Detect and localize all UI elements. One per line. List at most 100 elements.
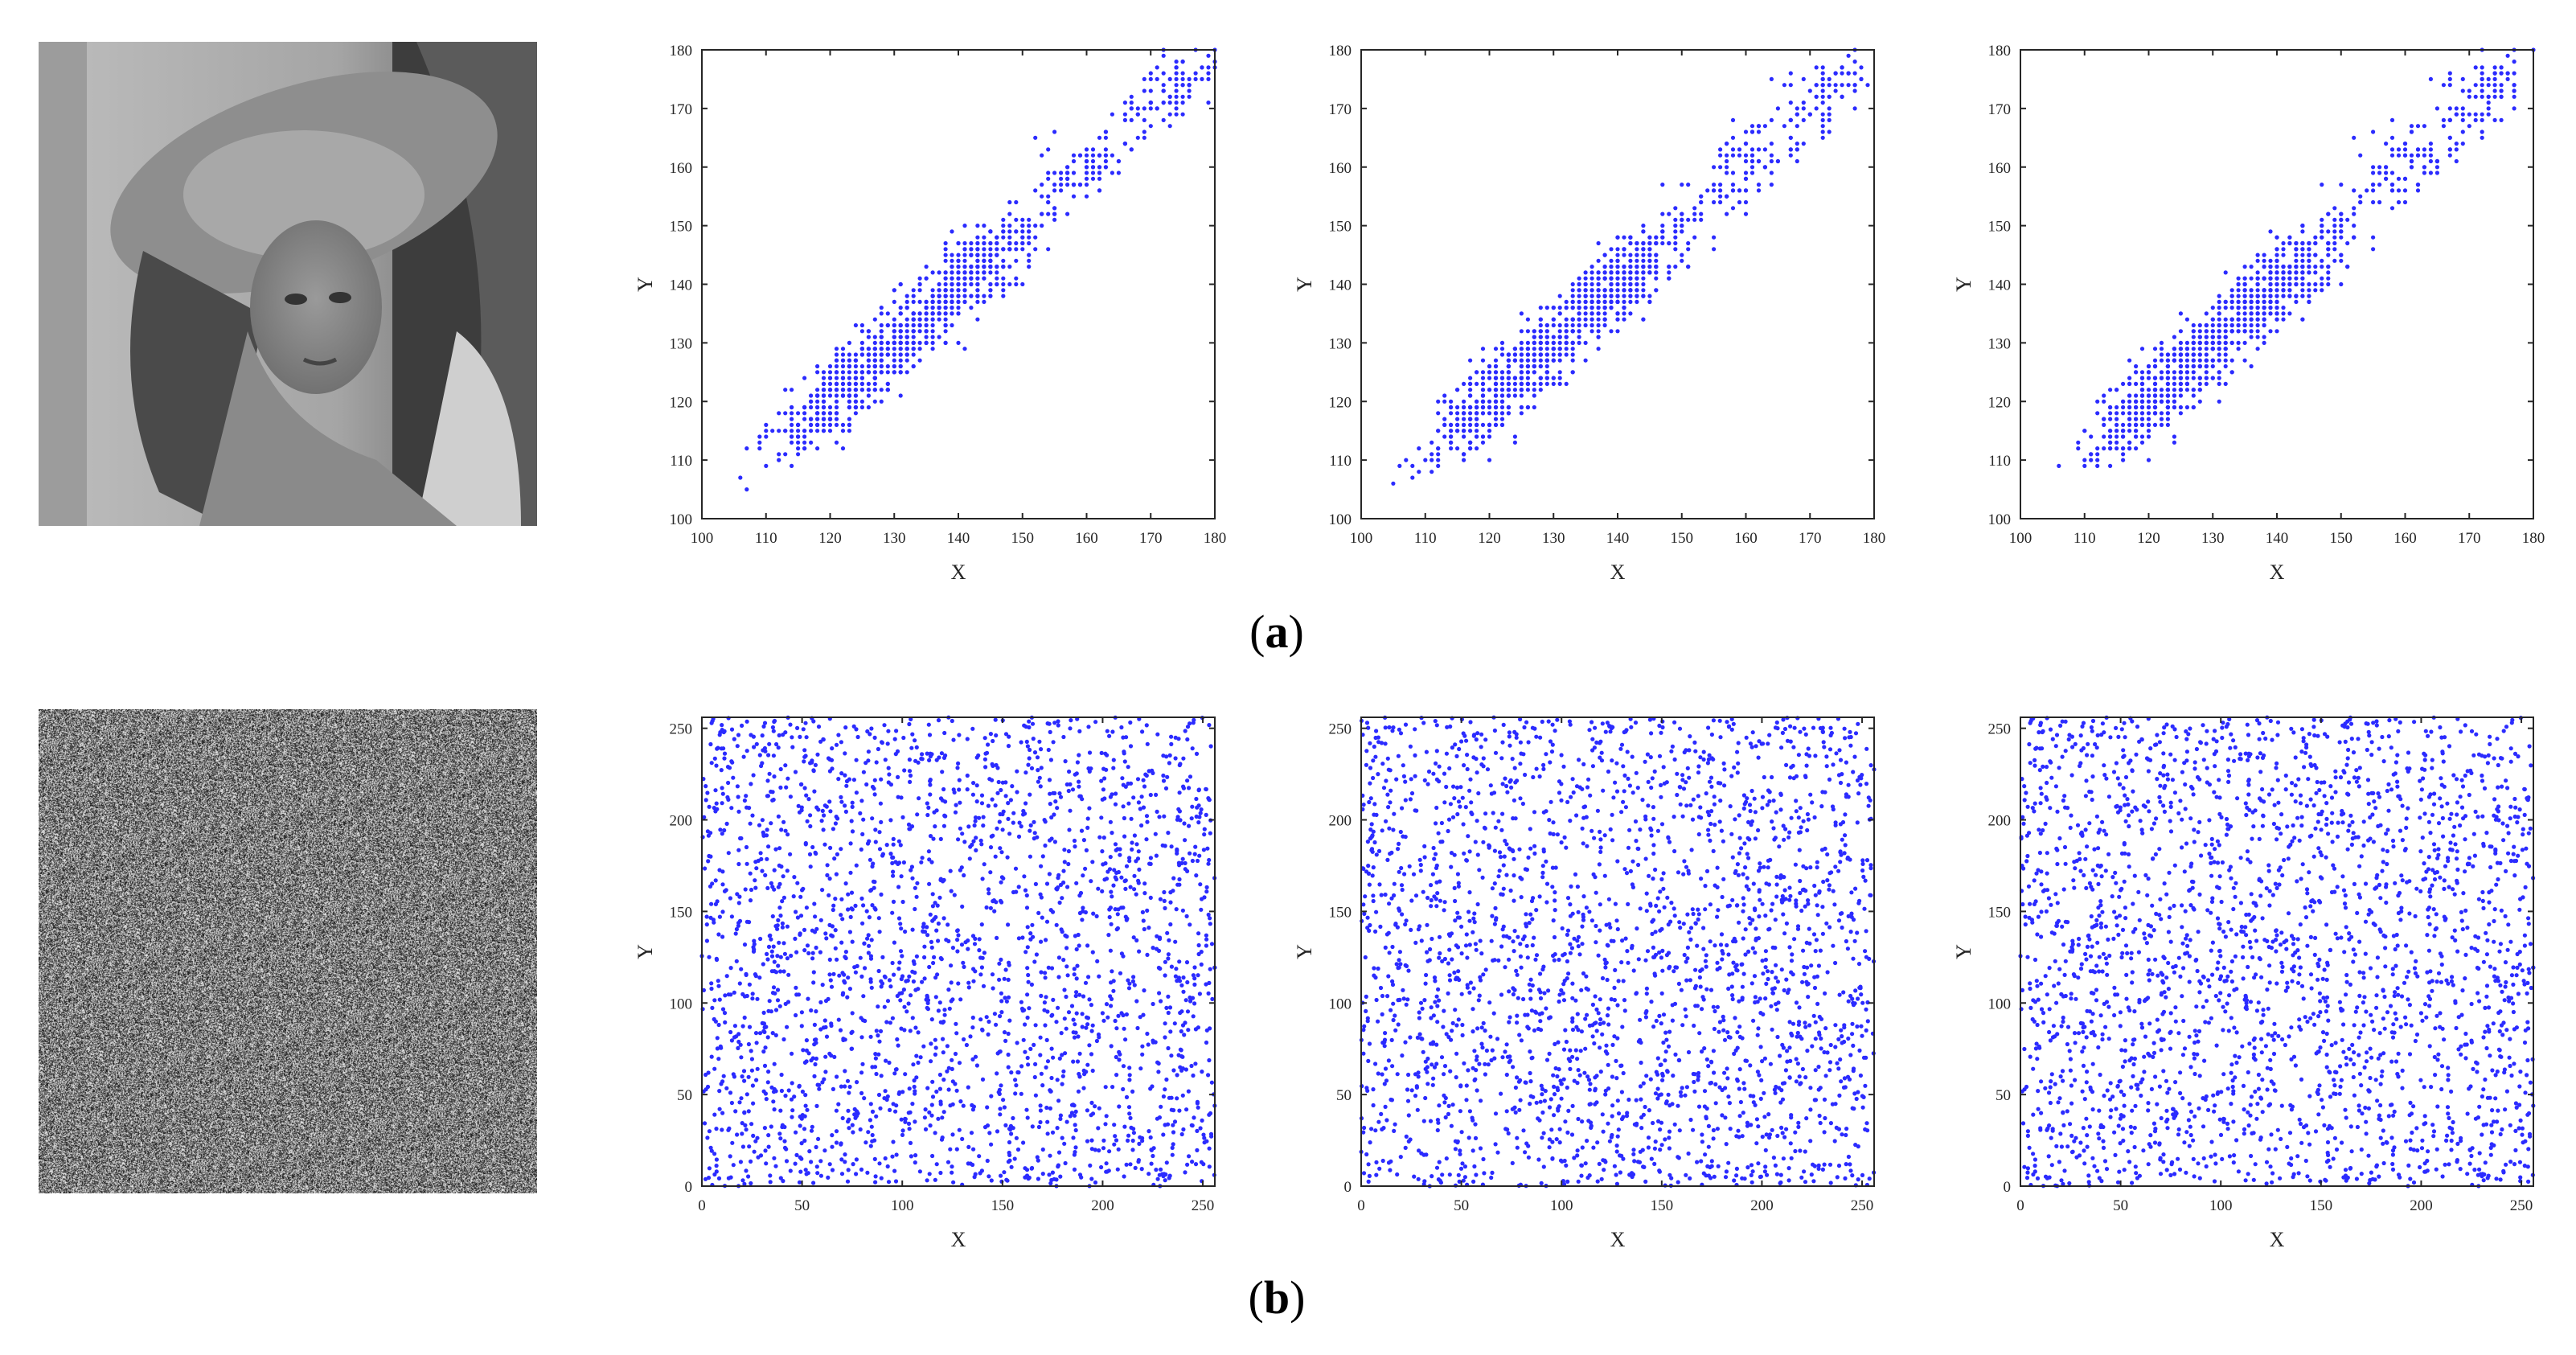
scatter-point	[744, 446, 749, 451]
scatter-point	[2165, 422, 2170, 427]
scatter-point	[1085, 1022, 1090, 1027]
scatter-point	[734, 959, 739, 963]
scatter-point	[790, 388, 794, 392]
scatter-point	[2371, 165, 2376, 170]
scatter-point	[2165, 404, 2170, 410]
scatter-point	[988, 240, 993, 246]
scatter-point	[2165, 393, 2170, 398]
scatter-point	[1827, 94, 1832, 99]
scatter-point	[1048, 1106, 1052, 1111]
scatter-point	[2268, 229, 2273, 234]
scatter-point	[1557, 370, 1562, 375]
scatter-point	[2178, 388, 2183, 392]
scatter-point	[2332, 206, 2337, 211]
scatter-point	[1198, 1126, 1203, 1131]
scatter-point	[1622, 247, 1626, 252]
scatter-point	[765, 1035, 770, 1040]
scatter-point	[1506, 411, 1511, 416]
scatter-point	[1193, 76, 1198, 81]
scatter-point	[1769, 117, 1774, 122]
scatter-point	[1081, 838, 1086, 843]
scatter-point	[850, 829, 855, 834]
scatter-point	[1121, 1086, 1126, 1092]
scatter-point	[2415, 183, 2421, 187]
scatter-point	[773, 970, 779, 975]
scatter-point	[2115, 417, 2119, 421]
scatter-point	[1430, 440, 1434, 445]
scatter-point	[833, 928, 838, 933]
scatter-point	[713, 901, 718, 906]
scatter-point	[2217, 358, 2221, 363]
y-tick-label: 160	[1988, 160, 2012, 177]
scatter-point	[754, 741, 759, 746]
scatter-point	[879, 819, 884, 824]
scatter-point	[2172, 399, 2176, 404]
scatter-point	[981, 823, 986, 828]
scatter-point	[1019, 1064, 1024, 1069]
scatter-point	[998, 846, 1003, 851]
scatter-point	[1027, 217, 1032, 222]
scatter-point	[1628, 265, 1633, 269]
scatter-point	[726, 780, 731, 786]
scatter-point	[1056, 1098, 1061, 1103]
scatter-point	[1519, 311, 1524, 316]
scatter-point	[907, 758, 912, 762]
scatter-point	[790, 735, 794, 740]
scatter-point	[885, 1164, 890, 1169]
scatter-point	[986, 742, 991, 747]
scatter-point	[1097, 1148, 1101, 1153]
scatter-point	[752, 745, 757, 749]
scatter-point	[762, 1126, 767, 1131]
scatter-point	[809, 417, 814, 421]
scatter-point	[781, 1037, 786, 1042]
scatter-point	[1004, 999, 1009, 1004]
scatter-point	[854, 1172, 859, 1176]
scatter-point	[935, 903, 940, 908]
scatter-point	[1023, 888, 1028, 893]
scatter-point	[1596, 311, 1601, 316]
scatter-point	[2223, 306, 2228, 310]
scatter-point	[717, 868, 722, 873]
scatter-point	[1480, 434, 1486, 439]
scatter-point	[2339, 224, 2344, 228]
scatter-point	[1519, 347, 1524, 351]
scatter-point	[1025, 1115, 1030, 1120]
scatter-point	[1686, 183, 1691, 187]
scatter-point	[2134, 411, 2139, 416]
scatter-point	[1204, 1040, 1209, 1045]
scatter-point	[1003, 1038, 1008, 1043]
scatter-point	[2512, 106, 2517, 111]
scatter-point	[2402, 142, 2408, 146]
scatter-point	[1173, 939, 1178, 944]
scatter-point	[902, 1028, 907, 1033]
scatter-point	[2229, 288, 2234, 293]
scatter-point	[802, 411, 807, 416]
scatter-point	[821, 411, 827, 416]
scatter-point	[1820, 101, 1825, 105]
scatter-point	[1127, 981, 1132, 986]
scatter-point	[2197, 347, 2202, 351]
scatter-point	[2486, 106, 2491, 111]
scatter-point	[790, 404, 794, 410]
scatter-point	[777, 863, 781, 868]
scatter-point	[2108, 417, 2113, 421]
scatter-point	[1097, 153, 1102, 158]
scatter-point	[2320, 281, 2324, 287]
scatter-point	[932, 955, 937, 959]
scatter-point	[2377, 199, 2382, 205]
scatter-point	[1032, 1074, 1037, 1080]
scatter-point	[1391, 481, 1396, 486]
scatter-point	[770, 429, 775, 433]
scatter-point	[815, 393, 820, 398]
scatter-point	[917, 311, 922, 316]
scatter-point	[859, 340, 864, 345]
scatter-point	[2447, 83, 2452, 88]
scatter-point	[1044, 995, 1048, 1000]
scatter-point	[2402, 199, 2408, 205]
scatter-point	[1007, 240, 1012, 246]
scatter-point	[1031, 737, 1036, 741]
scatter-point	[1475, 381, 1479, 386]
scatter-point	[1596, 317, 1601, 322]
scatter-point	[2396, 153, 2402, 158]
scatter-point	[1074, 881, 1079, 885]
